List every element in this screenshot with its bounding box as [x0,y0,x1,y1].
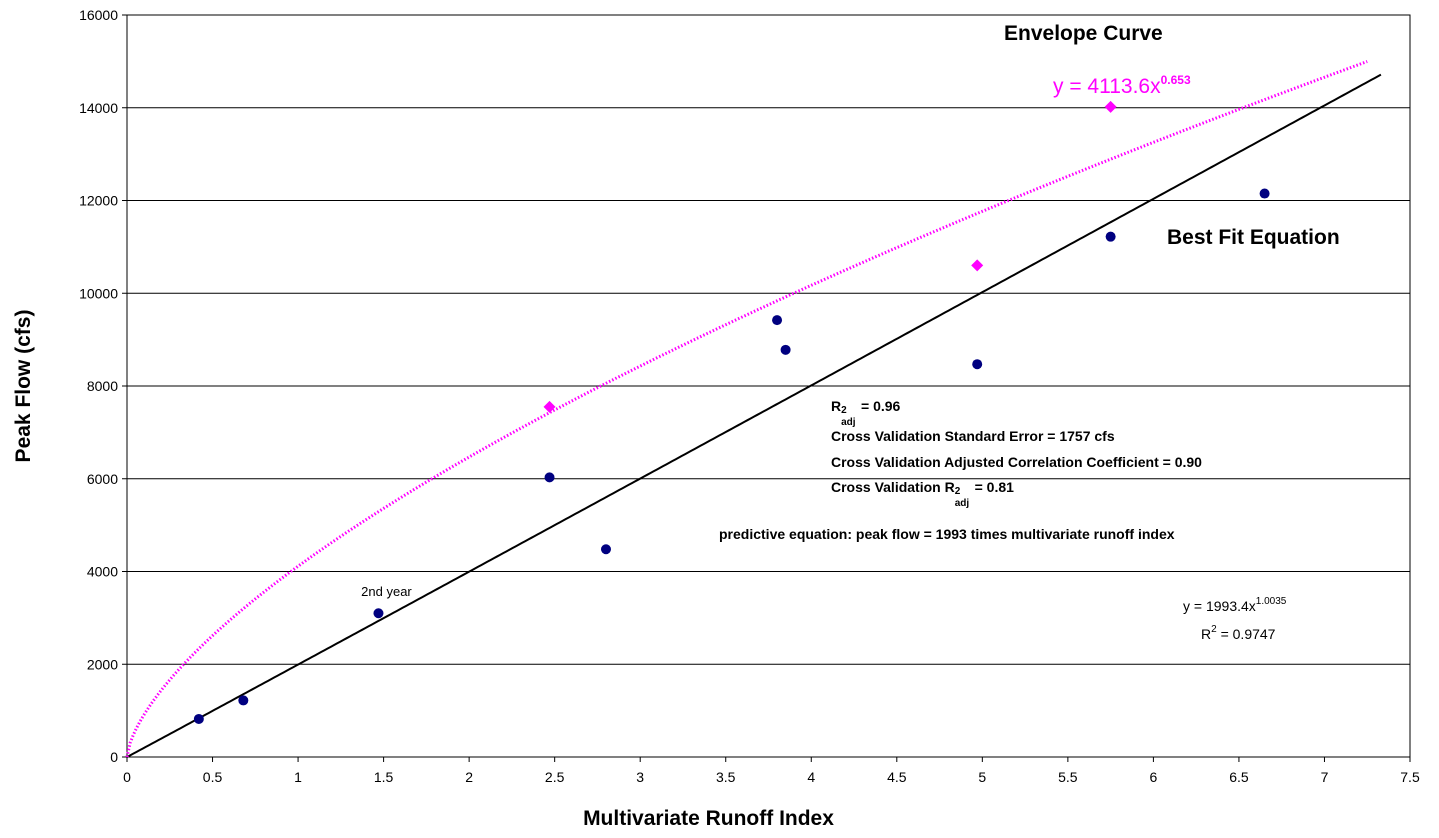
y-tick-label-4: 8000 [87,378,118,394]
best-fit-r2-value: = 0.9747 [1216,626,1276,642]
envelope-point-1-1 [971,259,984,272]
envelope-curve [125,60,1368,758]
best-fit-line [126,73,1382,758]
stats-cv-r2adj-value: = 0.81 [970,479,1014,495]
y-tick-label-2: 4000 [87,564,118,580]
x-tick-label-4: 2 [465,769,473,785]
data-point-0-7 [972,359,983,370]
x-tick-label-6: 3 [636,769,644,785]
envelope-equation: y = 4113.6x0.653 [1053,73,1191,99]
x-axis-title: Multivariate Runoff Index [583,807,834,830]
data-point-0-8 [1105,231,1116,242]
y-tick-label-5: 10000 [79,285,118,301]
stats-cv-r2adj-sub: adj [954,498,970,509]
data-point-0-9 [1259,188,1270,199]
x-tick-label-2: 1 [294,769,302,785]
best-fit-equation-base: y = 1993.4x [1183,598,1256,614]
best-fit-equation-exponent: 1.0035 [1255,596,1287,607]
x-tick-label-7: 3.5 [716,769,736,785]
x-tick-label-11: 5.5 [1058,769,1078,785]
data-point-0-6 [780,344,791,355]
data-point-0-3 [544,472,555,483]
x-tick-label-5: 2.5 [545,769,565,785]
envelope-point-1-0 [543,400,556,413]
x-tick-label-14: 7 [1321,769,1329,785]
best-fit-r2: R2 = 0.9747 [1201,624,1275,642]
x-tick-label-8: 4 [807,769,815,785]
data-point-0-5 [772,315,783,326]
x-tick-label-9: 4.5 [887,769,907,785]
envelope-equation-exponent: 0.653 [1160,73,1191,87]
data-point-0-2 [373,608,384,619]
y-tick-label-1: 2000 [87,656,118,672]
stats-r2adj: R 2 adj = 0.96 [831,398,901,428]
best-fit-title: Best Fit Equation [1167,226,1340,249]
predictive-equation: predictive equation: peak flow = 1993 ti… [719,526,1175,542]
stats-r2adj-sup: 2 [841,405,847,416]
best-fit-equation: y = 1993.4x1.0035 [1183,596,1286,614]
x-tick-label-12: 6 [1150,769,1158,785]
y-tick-label-8: 16000 [79,7,118,23]
x-tick-label-3: 1.5 [374,769,394,785]
annotation-2nd-year: 2nd year [361,584,412,599]
stats-cv-r2adj-sup: 2 [954,486,961,497]
envelope-equation-base: y = 4113.6x [1053,75,1161,98]
x-tick-label-13: 6.5 [1229,769,1249,785]
x-tick-label-0: 0 [123,769,131,785]
stats-cv-standard-error: Cross Validation Standard Error = 1757 c… [831,428,1115,444]
stats-r2adj-r: R [831,398,842,414]
data-point-0-0 [193,713,204,724]
x-tick-label-15: 7.5 [1400,769,1420,785]
x-tick-label-1: 0.5 [203,769,223,785]
data-point-0-1 [238,695,249,706]
stats-r2adj-value: = 0.96 [857,398,901,414]
envelope-point-1-2 [1104,100,1117,113]
y-tick-label-0: 0 [110,749,118,765]
stats-cv-correlation: Cross Validation Adjusted Correlation Co… [831,454,1202,470]
data-point-0-4 [600,544,611,555]
best-fit-r2-sup: 2 [1211,624,1217,635]
stats-r2adj-sub: adj [841,417,856,428]
best-fit-r2-r: R [1201,626,1212,642]
y-tick-label-6: 12000 [79,193,118,209]
y-tick-label-3: 6000 [87,471,118,487]
envelope-curve-title: Envelope Curve [1004,22,1163,45]
stats-cv-r2adj-label: Cross Validation R [831,479,955,495]
stats-cv-r2adj: Cross Validation R 2 adj = 0.81 [831,479,1014,509]
y-axis-title: Peak Flow (cfs) [12,310,35,463]
x-tick-label-10: 5 [978,769,986,785]
y-tick-label-7: 14000 [79,100,118,116]
